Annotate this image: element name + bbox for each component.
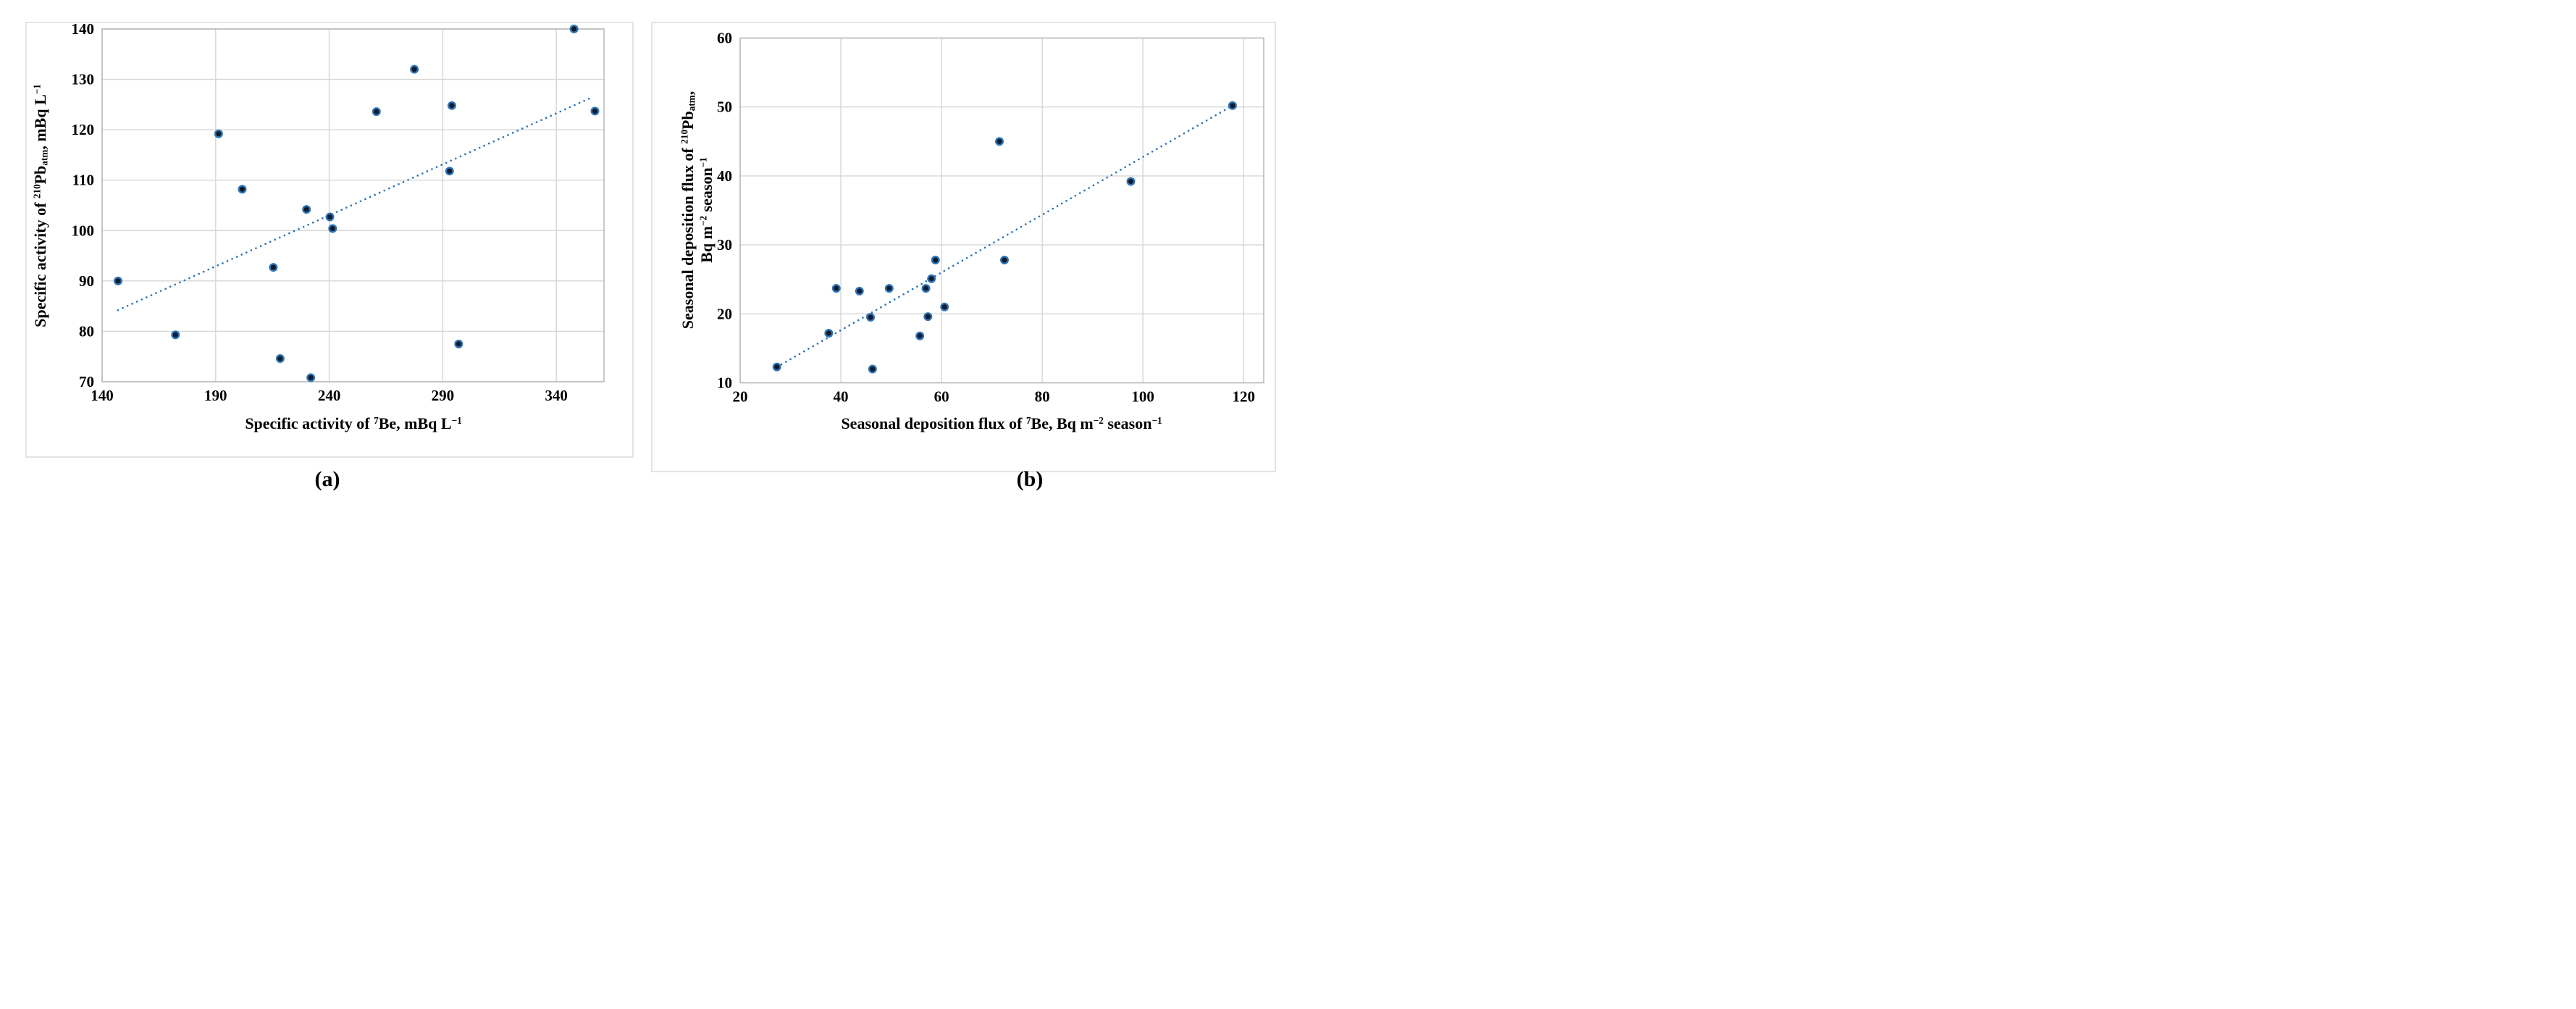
caption-b: (b): [1016, 467, 1044, 491]
figure-panel-b: [651, 22, 1276, 472]
y-axis-title-b-line1: Seasonal deposition flux of 210Pbatm,: [678, 91, 697, 330]
figure-panel-a: [25, 22, 634, 458]
figure-canvas: 140 190 240 290 340 70 80 90 100 110 120 130 140 20 4…: [0, 0, 1288, 505]
x-axis-title-a: Specific activity of 7Be, mBq L−1: [245, 414, 462, 432]
caption-a: (a): [314, 467, 340, 491]
y-axis-title-b-line2: Bq m−2 season−1: [697, 157, 716, 263]
x-axis-title-b: Seasonal deposition flux of 7Be, Bq m−2 …: [841, 414, 1162, 432]
y-axis-title-b: Seasonal deposition flux of 210Pbatm, Bq…: [679, 91, 716, 329]
y-axis-title-a: Specific activity of 210Pbatm, mBq L−1: [30, 84, 50, 327]
